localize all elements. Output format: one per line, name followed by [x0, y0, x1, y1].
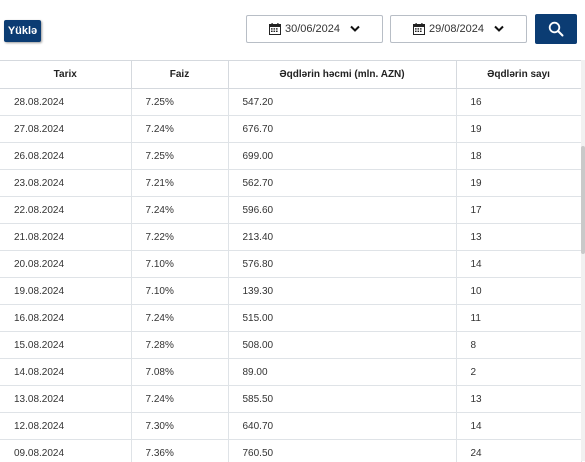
- cell-count: 17: [456, 197, 581, 224]
- cell-rate: 7.10%: [131, 251, 228, 278]
- cell-rate: 7.25%: [131, 89, 228, 116]
- cell-rate: 7.25%: [131, 143, 228, 170]
- column-header-rate[interactable]: Faiz: [131, 61, 228, 89]
- cell-date: 16.08.2024: [0, 305, 131, 332]
- scrollbar[interactable]: [581, 60, 585, 461]
- column-header-volume[interactable]: Əqdlərin həcmi (mln. AZN): [228, 61, 456, 89]
- cell-date: 14.08.2024: [0, 359, 131, 386]
- column-header-date[interactable]: Tarix: [0, 61, 131, 89]
- chevron-down-icon: [350, 25, 360, 33]
- cell-date: 22.08.2024: [0, 197, 131, 224]
- cell-count: 16: [456, 89, 581, 116]
- cell-date: 28.08.2024: [0, 89, 131, 116]
- cell-volume: 515.00: [228, 305, 456, 332]
- cell-volume: 89.00: [228, 359, 456, 386]
- cell-rate: 7.21%: [131, 170, 228, 197]
- table-header-row: Tarix Faiz Əqdlərin həcmi (mln. AZN) Əqd…: [0, 61, 581, 89]
- cell-volume: 640.70: [228, 413, 456, 440]
- cell-count: 13: [456, 386, 581, 413]
- cell-count: 2: [456, 359, 581, 386]
- cell-date: 12.08.2024: [0, 413, 131, 440]
- cell-rate: 7.24%: [131, 197, 228, 224]
- cell-count: 14: [456, 413, 581, 440]
- cell-date: 19.08.2024: [0, 278, 131, 305]
- cell-date: 26.08.2024: [0, 143, 131, 170]
- search-button[interactable]: [535, 14, 577, 44]
- date-to-picker[interactable]: 29/08/2024: [390, 15, 527, 43]
- cell-count: 19: [456, 170, 581, 197]
- upload-button[interactable]: Yüklə: [4, 20, 41, 42]
- cell-rate: 7.08%: [131, 359, 228, 386]
- date-to-value: 29/08/2024: [429, 23, 484, 35]
- cell-date: 09.08.2024: [0, 440, 131, 462]
- cell-volume: 596.60: [228, 197, 456, 224]
- cell-count: 13: [456, 224, 581, 251]
- cell-volume: 139.30: [228, 278, 456, 305]
- date-from-picker[interactable]: 30/06/2024: [246, 15, 383, 43]
- cell-volume: 562.70: [228, 170, 456, 197]
- rates-table-container: Tarix Faiz Əqdlərin həcmi (mln. AZN) Əqd…: [0, 60, 585, 462]
- cell-volume: 213.40: [228, 224, 456, 251]
- cell-volume: 760.50: [228, 440, 456, 462]
- rates-table: Tarix Faiz Əqdlərin həcmi (mln. AZN) Əqd…: [0, 61, 582, 462]
- cell-date: 20.08.2024: [0, 251, 131, 278]
- cell-volume: 547.20: [228, 89, 456, 116]
- cell-rate: 7.36%: [131, 440, 228, 462]
- cell-volume: 576.80: [228, 251, 456, 278]
- search-icon: [548, 21, 564, 37]
- cell-count: 14: [456, 251, 581, 278]
- cell-date: 15.08.2024: [0, 332, 131, 359]
- cell-count: 10: [456, 278, 581, 305]
- column-header-count[interactable]: Əqdlərin sayı: [456, 61, 581, 89]
- cell-rate: 7.24%: [131, 116, 228, 143]
- cell-rate: 7.22%: [131, 224, 228, 251]
- cell-count: 18: [456, 143, 581, 170]
- cell-count: 24: [456, 440, 581, 462]
- cell-rate: 7.24%: [131, 305, 228, 332]
- cell-volume: 585.50: [228, 386, 456, 413]
- calendar-icon: [269, 23, 281, 35]
- date-from-value: 30/06/2024: [285, 23, 340, 35]
- cell-rate: 7.24%: [131, 386, 228, 413]
- cell-count: 8: [456, 332, 581, 359]
- chevron-down-icon: [494, 25, 504, 33]
- toolbar: Yüklə 30/06/2024 29/08/2: [0, 0, 585, 60]
- cell-date: 13.08.2024: [0, 386, 131, 413]
- calendar-icon: [413, 23, 425, 35]
- cell-date: 23.08.2024: [0, 170, 131, 197]
- cell-rate: 7.28%: [131, 332, 228, 359]
- cell-date: 21.08.2024: [0, 224, 131, 251]
- cell-rate: 7.10%: [131, 278, 228, 305]
- scrollbar-thumb[interactable]: [581, 146, 585, 254]
- cell-rate: 7.30%: [131, 413, 228, 440]
- cell-count: 19: [456, 116, 581, 143]
- cell-count: 11: [456, 305, 581, 332]
- cell-volume: 699.00: [228, 143, 456, 170]
- cell-volume: 676.70: [228, 116, 456, 143]
- cell-volume: 508.00: [228, 332, 456, 359]
- cell-date: 27.08.2024: [0, 116, 131, 143]
